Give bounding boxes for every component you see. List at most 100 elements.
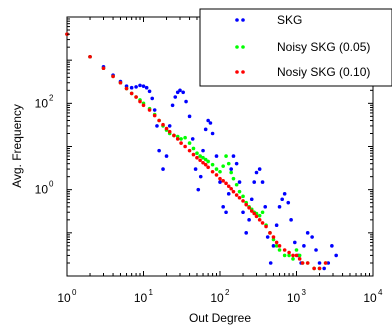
data-point <box>265 235 270 239</box>
data-point <box>184 99 188 104</box>
data-point <box>147 108 152 112</box>
data-point <box>289 218 293 222</box>
data-point <box>206 165 210 170</box>
data-point <box>198 174 203 179</box>
data-point <box>234 193 239 197</box>
data-point <box>302 244 306 248</box>
y-tick-label: 10 <box>35 183 49 197</box>
x-tick-label-exponent: 1 <box>149 288 154 297</box>
data-point <box>229 186 233 191</box>
legend-label-skg: SKG <box>277 13 302 27</box>
data-point <box>254 170 259 175</box>
data-point <box>206 159 210 164</box>
data-point <box>317 261 322 265</box>
data-point <box>138 83 142 88</box>
y-tick-label: 10 <box>35 96 49 110</box>
data-point <box>141 84 146 88</box>
data-point <box>312 266 316 271</box>
data-point <box>234 182 239 187</box>
data-point <box>305 261 310 265</box>
data-point <box>144 85 149 90</box>
data-point <box>224 210 228 215</box>
data-point <box>138 99 142 104</box>
data-point <box>191 152 196 157</box>
data-point <box>260 210 265 215</box>
data-point <box>181 90 185 95</box>
data-point <box>221 164 225 168</box>
data-point <box>191 146 196 151</box>
data-point <box>187 148 192 153</box>
data-point <box>277 205 282 209</box>
data-point <box>287 253 291 258</box>
data-point <box>195 155 199 160</box>
data-point <box>241 210 245 215</box>
data-point <box>201 148 205 153</box>
data-point <box>172 133 176 138</box>
data-point <box>282 192 287 196</box>
data-point <box>252 211 257 216</box>
data-point <box>231 189 236 194</box>
data-point <box>161 167 165 171</box>
data-point <box>164 154 169 158</box>
data-point <box>277 244 282 248</box>
data-point <box>218 180 222 184</box>
data-point <box>271 235 276 239</box>
data-point <box>268 261 273 265</box>
data-point <box>277 248 282 252</box>
data-point <box>221 205 225 209</box>
data-point <box>260 221 265 225</box>
data-point <box>244 231 248 235</box>
data-point <box>326 261 331 265</box>
data-point <box>271 237 276 242</box>
data-point <box>263 205 268 209</box>
data-point <box>206 118 210 123</box>
data-point <box>229 167 233 171</box>
data-point <box>187 141 192 145</box>
data-point <box>247 206 251 210</box>
data-point <box>314 248 318 252</box>
y-tick-label-exponent: 2 <box>49 93 54 102</box>
series-2 <box>65 32 328 271</box>
data-point <box>129 85 134 90</box>
data-point <box>111 74 115 79</box>
data-point <box>175 137 180 141</box>
data-point <box>264 224 268 229</box>
data-point <box>161 122 165 127</box>
data-point <box>203 162 208 167</box>
data-point <box>322 266 326 271</box>
data-point <box>224 154 228 158</box>
data-point <box>237 195 242 200</box>
data-point <box>170 103 175 108</box>
data-point <box>274 223 279 228</box>
y-axis-label: Avg. Frequency <box>10 104 24 188</box>
data-point <box>310 235 314 239</box>
data-point <box>208 121 213 125</box>
data-point <box>173 95 178 99</box>
data-point <box>231 154 236 158</box>
x-tick-label-exponent: 4 <box>378 288 383 297</box>
data-point <box>282 253 287 258</box>
data-point <box>183 144 187 149</box>
legend-marker-skg <box>241 18 245 22</box>
data-point <box>237 189 242 194</box>
data-point <box>101 66 106 71</box>
data-point <box>118 80 123 85</box>
data-point <box>229 170 233 175</box>
data-point <box>150 96 155 101</box>
data-point <box>201 160 205 165</box>
legend: SKG Noisy SKG (0.05) Nosiy SKG (0.10) <box>199 8 392 87</box>
data-point <box>190 137 195 141</box>
data-point <box>195 151 199 155</box>
data-point <box>210 162 215 167</box>
data-point <box>257 218 262 222</box>
data-point <box>214 154 219 158</box>
data-point <box>271 244 276 248</box>
data-point <box>203 127 208 132</box>
data-point <box>254 214 259 219</box>
data-point <box>274 240 279 245</box>
data-point <box>187 114 192 119</box>
data-point <box>297 257 302 261</box>
data-point <box>249 197 254 202</box>
data-point <box>214 167 219 171</box>
data-point <box>237 180 242 184</box>
